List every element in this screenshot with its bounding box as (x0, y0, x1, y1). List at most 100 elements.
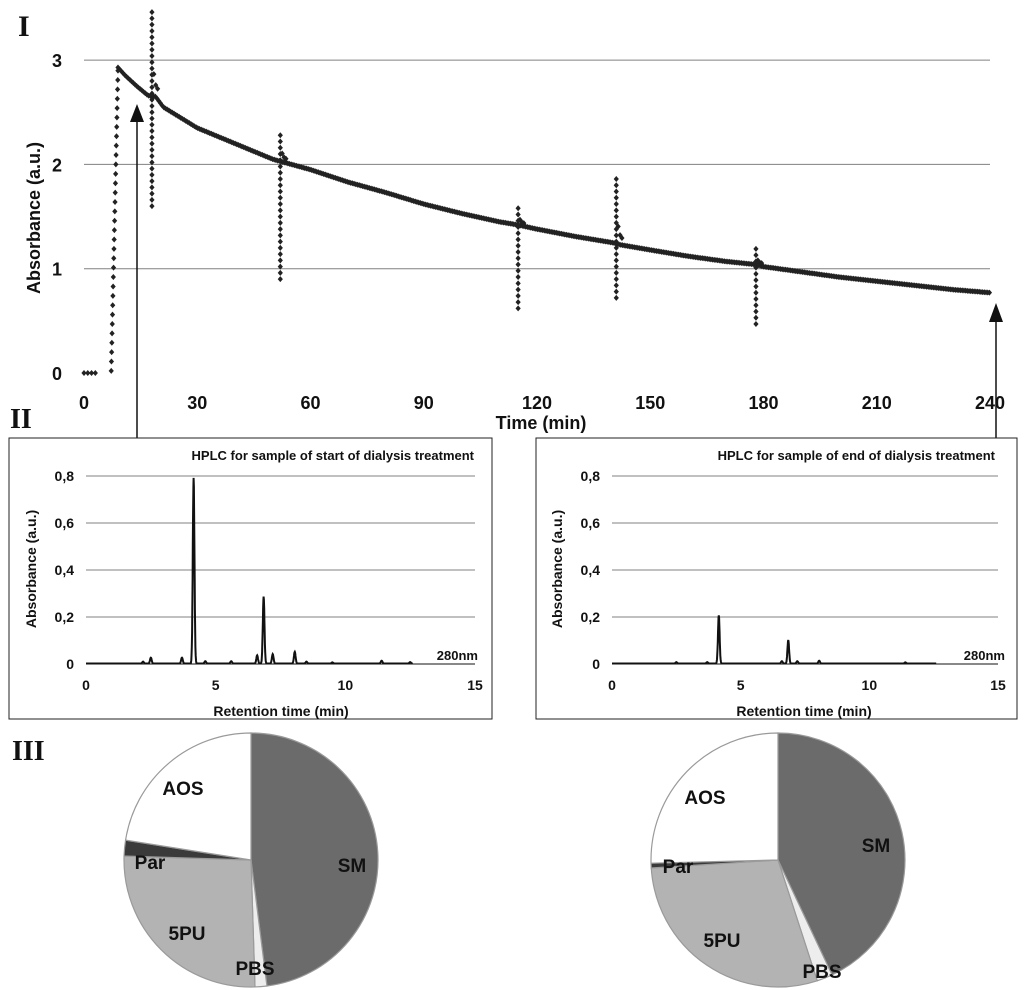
data-point (111, 227, 117, 234)
data-point (753, 245, 759, 252)
data-point (113, 142, 119, 149)
pie-label-par: Par (663, 857, 694, 878)
pie-slice-aos (124, 732, 252, 861)
data-point (149, 15, 155, 22)
pie-label-5pu: 5PU (704, 931, 741, 952)
data-point (149, 128, 155, 135)
arrow-start-sample (130, 104, 144, 438)
x-tick-labels: 0 5 10 15 (82, 677, 483, 693)
wavelength-annotation: 280nm (437, 648, 478, 663)
hplc-start-title: HPLC for sample of start of dialysis tre… (192, 448, 475, 463)
data-point (753, 295, 759, 302)
x-axis-label: Retention time (min) (213, 703, 348, 719)
pie-label-sm: SM (862, 836, 891, 857)
y-tick-label: 3 (52, 51, 62, 71)
x-tick-label: 30 (187, 393, 207, 413)
data-point (149, 9, 155, 16)
pie-slice-aos (650, 732, 779, 864)
data-point (109, 339, 115, 346)
data-point (279, 150, 285, 157)
y-tick-label: 1 (52, 260, 62, 280)
data-point (149, 121, 155, 128)
y-tick-labels: 0 0,2 0,4 0,6 0,8 (581, 468, 601, 672)
data-point (753, 320, 759, 327)
wavelength-annotation: 280nm (964, 648, 1005, 663)
data-point (149, 90, 155, 97)
x-tick-labels: 0 5 10 15 (608, 677, 1006, 693)
data-point (753, 270, 759, 277)
data-point (277, 201, 283, 208)
data-point (277, 182, 283, 189)
data-point (515, 230, 521, 237)
data-point (149, 40, 155, 47)
hplc-start-frame (8, 437, 493, 720)
data-point (613, 182, 619, 189)
hplc-end-chart: 0 5 10 15 0 0,2 0,4 0,6 0,8 HPLC for sample of … (549, 448, 1006, 719)
pie-label-pbs: PBS (235, 959, 274, 980)
data-point (277, 219, 283, 226)
data-point (753, 314, 759, 321)
data-point (117, 66, 123, 73)
data-point (753, 302, 759, 309)
data-point (149, 109, 155, 116)
data-point (277, 269, 283, 276)
data-point (110, 292, 116, 299)
data-point (753, 264, 759, 271)
arrow-start-head (130, 104, 144, 122)
panel-label-i: I (18, 10, 30, 43)
data-point (515, 280, 521, 287)
data-point (110, 302, 116, 309)
data-point (111, 236, 117, 243)
x-tick-label: 0 (608, 677, 616, 693)
data-point (109, 320, 115, 327)
data-point (753, 308, 759, 315)
panel-label-iii: III (12, 736, 45, 767)
x-tick-label: 10 (862, 677, 878, 693)
chart-grid (612, 475, 998, 665)
data-point (515, 242, 521, 249)
data-point (108, 358, 115, 365)
dialysis-absorbance-chart: 0 30 60 90 120 150 180 210 240 0 1 2 3 Time (min) A… (24, 9, 1005, 433)
arrow-end-head (989, 303, 1003, 322)
data-point (149, 190, 155, 197)
data-point (115, 76, 121, 83)
data-point (521, 220, 527, 227)
data-point (277, 169, 283, 176)
x-axis-label: Time (min) (496, 413, 587, 433)
x-tick-label: 120 (522, 393, 552, 413)
pie-slice-sm (250, 732, 379, 987)
data-point (613, 263, 619, 270)
data-point (277, 194, 283, 201)
data-point (277, 263, 283, 270)
data-point (277, 232, 283, 239)
data-point (149, 84, 155, 91)
hplc-start-chart: 0 5 10 15 0 0,2 0,4 0,6 0,8 HPLC for sample of … (23, 448, 483, 719)
chromatogram-line (612, 615, 937, 665)
data-point (277, 138, 283, 145)
x-tick-label: 10 (338, 677, 354, 693)
data-point (277, 144, 283, 151)
y-axis-label: Absorbance (a.u.) (549, 510, 565, 628)
data-point (515, 305, 521, 312)
y-tick-labels: 0 0,2 0,4 0,6 0,8 (55, 468, 75, 672)
data-point (277, 163, 283, 170)
data-point (753, 277, 759, 284)
x-tick-label: 15 (467, 677, 483, 693)
data-point (753, 252, 759, 259)
data-point (113, 170, 119, 177)
data-point (613, 269, 619, 276)
data-point (277, 207, 283, 214)
data-point (277, 257, 283, 264)
y-tick-label: 0,8 (55, 468, 75, 484)
data-point (753, 283, 759, 290)
chart-grid (84, 59, 990, 270)
data-point (617, 232, 623, 239)
data-point (112, 208, 118, 215)
data-point (109, 311, 116, 318)
data-point (515, 211, 521, 218)
data-point (113, 133, 120, 140)
data-point (613, 282, 619, 289)
x-tick-label: 0 (79, 393, 89, 413)
x-tick-label: 150 (635, 393, 665, 413)
data-point (149, 140, 155, 147)
